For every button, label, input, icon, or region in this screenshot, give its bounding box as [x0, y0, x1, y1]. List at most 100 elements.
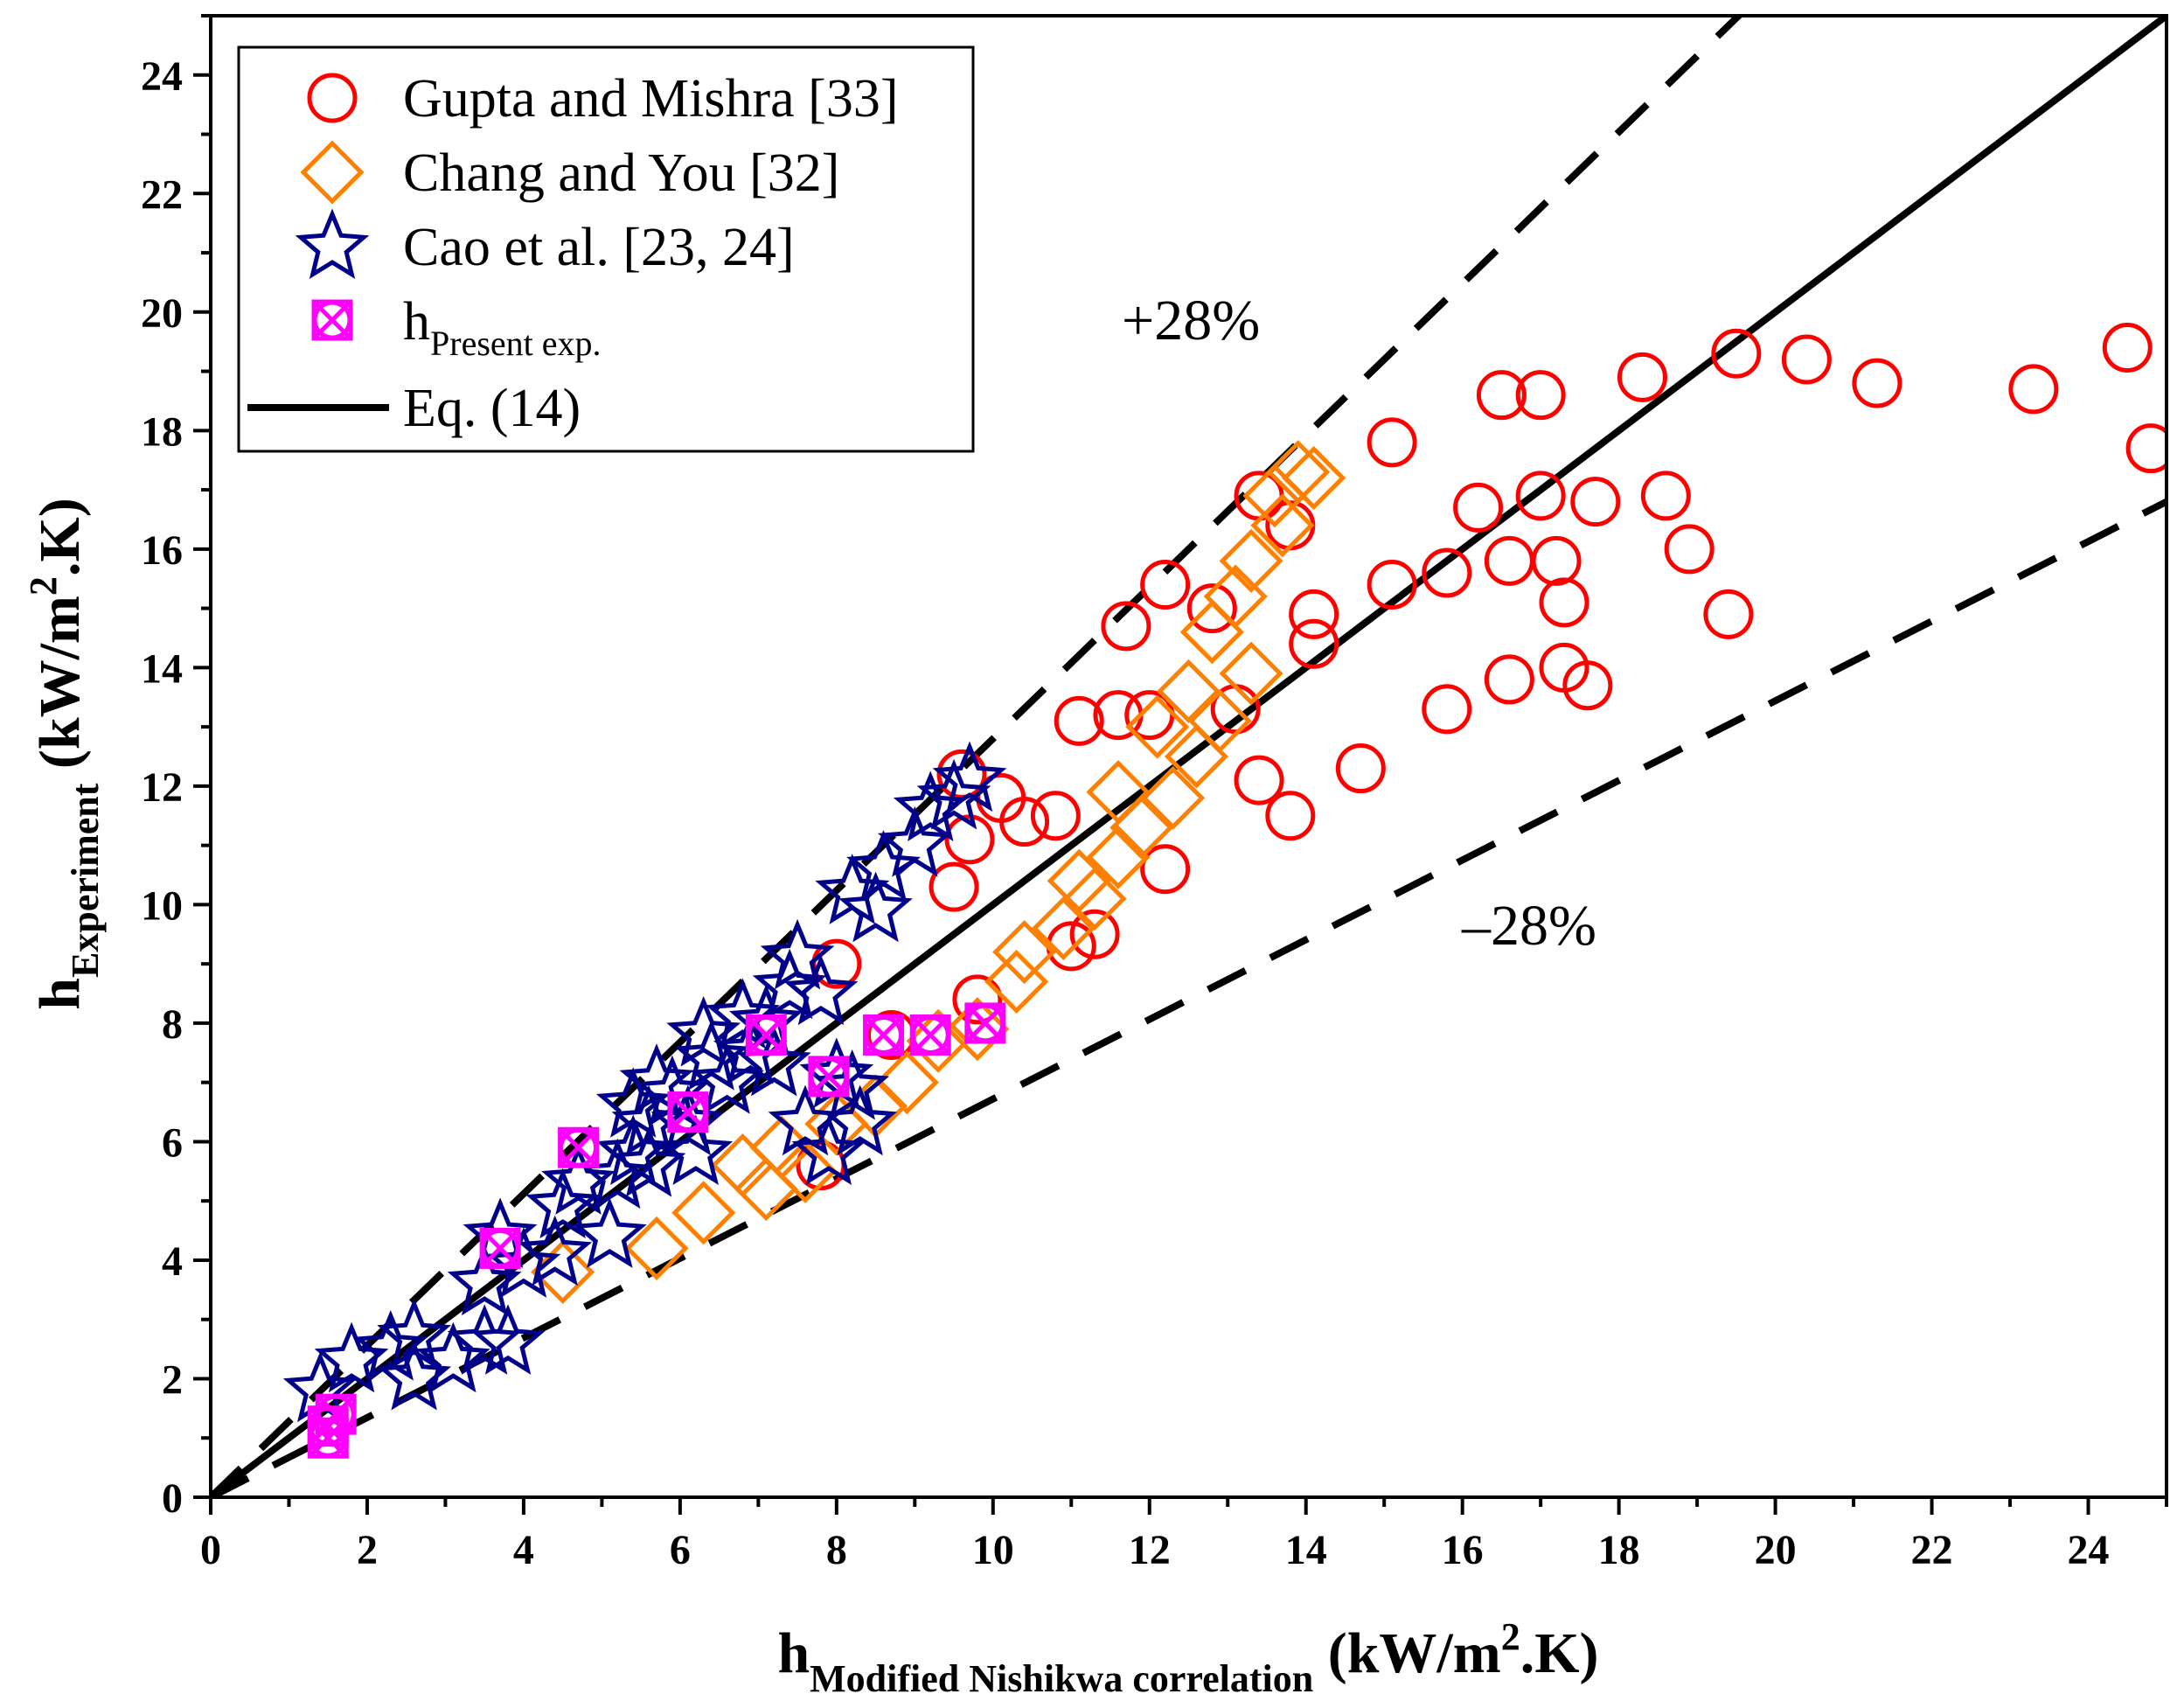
x-tick-label: 4	[513, 1527, 534, 1573]
data-point-diamond	[773, 1139, 838, 1203]
data-point-star	[877, 806, 952, 877]
y-tick-label: 2	[162, 1356, 183, 1403]
upper-bound-line	[211, 16, 1744, 1497]
data-point-star	[690, 1043, 764, 1114]
data-point-star	[932, 741, 1007, 812]
data-point-circle	[1289, 589, 1339, 639]
data-point-diamond	[1141, 765, 1206, 830]
legend-label-gupta: Gupta and Mishra [33]	[403, 69, 898, 129]
data-point-circle	[999, 797, 1050, 847]
data-point-circle	[1781, 334, 1832, 385]
legend-item-chang: Chang and You [32]	[300, 140, 839, 205]
x-tick-labels: 0 2 4 6 8 10 12 14 16 18 20 22 24	[200, 1527, 2110, 1573]
data-point-crossed-box	[479, 1227, 521, 1269]
data-point-circle	[1852, 358, 1902, 408]
data-point-star	[447, 1304, 522, 1375]
legend-item-cao: Cao et al. [23, 24]	[295, 208, 795, 279]
data-point-circle	[1484, 654, 1534, 705]
data-point-circle	[1367, 559, 1417, 610]
data-point-circle	[1484, 535, 1534, 586]
data-point-circle	[1570, 477, 1621, 527]
data-point-circle	[1640, 471, 1691, 521]
legend-label-chang: Chang and You [32]	[403, 143, 839, 203]
legend-box	[237, 45, 975, 453]
data-point-crossed-box	[745, 1014, 787, 1056]
data-point-circle	[1617, 352, 1667, 402]
data-point-circle	[1030, 791, 1081, 841]
data-point-star	[541, 1144, 616, 1215]
data-point-crossed-box	[863, 1014, 905, 1056]
x-tick-label: 16	[1442, 1527, 1484, 1573]
data-point-crossed-box	[808, 1056, 850, 1098]
data-point-diamond	[1086, 760, 1151, 825]
data-point-star	[611, 1126, 686, 1197]
y-tick-label: 18	[141, 408, 183, 455]
data-point-star	[783, 954, 859, 1026]
data-point-star	[823, 1084, 898, 1156]
data-point-circle	[1562, 660, 1613, 711]
data-point-circle	[1140, 559, 1191, 610]
data-point-circle	[2125, 423, 2167, 474]
data-point-circle	[2102, 322, 2153, 373]
legend-item-eq14: Eq. (14)	[247, 379, 581, 438]
data-point-crossed-box	[558, 1126, 600, 1168]
data-point-diamond	[1219, 641, 1283, 706]
data-point-crossed-box	[315, 1393, 357, 1435]
legend-label-cao: Cao et al. [23, 24]	[403, 218, 795, 277]
data-point-circle	[1069, 909, 1120, 959]
data-point-circle	[1186, 583, 1237, 634]
data-point-circle	[1234, 755, 1284, 805]
data-point-circle	[1422, 684, 1472, 735]
data-point-star	[415, 1321, 490, 1393]
data-point-star	[760, 918, 835, 990]
data-point-crossed-box	[909, 1014, 951, 1056]
data-point-circle	[1101, 601, 1151, 652]
data-point-star	[650, 1084, 726, 1156]
data-point-crossed-box	[667, 1091, 709, 1133]
lower-bound-line	[211, 498, 2167, 1497]
parity-line	[211, 16, 2167, 1497]
y-tick-label: 8	[162, 1001, 183, 1048]
x-tick-label: 18	[1598, 1527, 1640, 1573]
data-point-circle	[1054, 695, 1104, 746]
data-point-diamond	[1219, 528, 1283, 593]
data-point-star	[706, 978, 780, 1049]
data-point-circle	[1515, 370, 1566, 421]
y-tick-label: 16	[141, 527, 183, 574]
data-point-crossed-box	[964, 1002, 1006, 1044]
legend-diamond-marker	[300, 140, 365, 205]
plot-frame	[209, 14, 2168, 1499]
data-point-circle	[929, 861, 979, 912]
data-point-diamond	[1086, 825, 1151, 889]
x-tick-label: 14	[1285, 1527, 1327, 1573]
data-point-diamond	[945, 997, 1010, 1062]
data-point-circle	[1422, 547, 1472, 598]
x-tick-label: 20	[1755, 1527, 1797, 1573]
x-tick-label: 0	[200, 1527, 221, 1573]
data-point-star	[470, 1304, 546, 1375]
data-point-diamond	[1062, 867, 1127, 931]
data-point-star	[838, 871, 913, 943]
data-point-diamond	[1031, 896, 1095, 961]
data-point-star	[353, 1310, 428, 1381]
data-point-circle	[2008, 364, 2059, 415]
data-point-circle	[1703, 589, 1754, 639]
data-point-circle	[1335, 743, 1386, 794]
x-axis-title: hModified Nishikwa correlation (kW/m2.K)	[777, 1615, 1598, 1700]
y-tick-label: 14	[141, 645, 183, 692]
x-tick-label: 12	[1129, 1527, 1171, 1573]
data-point-circle	[1476, 370, 1527, 421]
legend-item-present: hPresent exp.	[311, 292, 602, 363]
data-markers	[282, 322, 2167, 1459]
y-tick-label: 0	[162, 1475, 183, 1522]
y-tick-label: 6	[162, 1119, 183, 1166]
data-point-diamond	[874, 1050, 939, 1115]
legend: Gupta and Mishra [33] Chang and You [32]…	[237, 45, 975, 453]
data-point-diamond	[1156, 659, 1221, 723]
legend-crossed-box-marker	[311, 299, 353, 341]
y-tick-label: 22	[141, 171, 183, 218]
data-point-circle	[1367, 417, 1417, 468]
data-point-star	[525, 1168, 601, 1239]
data-point-star	[846, 830, 921, 901]
